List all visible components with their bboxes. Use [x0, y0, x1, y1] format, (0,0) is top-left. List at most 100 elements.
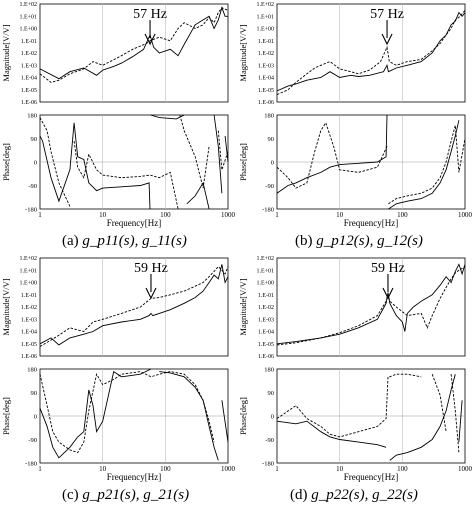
magnitude-plot-frame [39, 3, 229, 103]
frequency-tick-label: 1 [38, 465, 42, 473]
x-axis-label: Frequency[Hz] [344, 218, 398, 228]
resonance-label: 57 Hz [133, 7, 167, 22]
magnitude-tick-label: 1.E-03 [258, 317, 274, 323]
magnitude-tick-label: 1.E-06 [258, 100, 274, 106]
magnitude-series-solid [276, 11, 466, 92]
caption-b-letter: (b) [295, 233, 313, 249]
resonance-arrow-head [144, 33, 156, 46]
phase-tick-label: 0 [271, 414, 274, 421]
frequency-tick-label: 100 [160, 465, 171, 473]
resonance-label: 57 Hz [370, 7, 404, 22]
caption-a-letter: (a) [62, 233, 79, 249]
phase-axis-label: Phase[deg] [238, 143, 248, 181]
magnitude-tick-label: 1.E+01 [19, 14, 37, 20]
phase-tick-label: 180 [264, 367, 274, 374]
magnitude-tick-label: 1.E-02 [21, 305, 37, 311]
magnitude-tick-label: 1.E-01 [258, 293, 274, 299]
magnitude-tick-label: 1.E-03 [258, 63, 274, 69]
magnitude-series-dashed [39, 7, 229, 83]
caption-d: (d) g_p22(s), g_22(s) [290, 487, 418, 504]
phase-tick-label: 180 [264, 113, 274, 120]
phase-tick-label: 90 [268, 136, 275, 143]
caption-a-formula: g_p11(s), g_11(s) [82, 233, 187, 249]
frequency-tick-label: 100 [397, 465, 408, 473]
magnitude-tick-label: 1.E+02 [256, 256, 274, 262]
phase-series-dashed [276, 121, 466, 205]
magnitude-tick-label: 1.E+01 [256, 268, 274, 274]
resonance-arrow-head [381, 33, 393, 46]
magnitude-tick-label: 1.E+02 [19, 2, 37, 8]
phase-axis-label: Phase[deg] [1, 143, 11, 181]
frequency-tick-label: 1000 [458, 211, 473, 219]
frequency-tick-label: 1 [275, 211, 279, 219]
magnitude-tick-label: 1.E+00 [19, 281, 37, 287]
phase-tick-label: -90 [28, 183, 37, 190]
magnitude-series-solid [39, 6, 228, 80]
magnitude-tick-label: 1.E+01 [256, 14, 274, 20]
magnitude-tick-label: 1.E-03 [21, 63, 37, 69]
frequency-tick-label: 10 [99, 211, 107, 219]
frequency-tick-label: 1 [275, 465, 279, 473]
magnitude-axis-label: Magnitude[V/V] [1, 24, 11, 81]
caption-c-formula: g_p21(s), g_21(s) [82, 487, 190, 503]
magnitude-tick-label: 1.E-01 [21, 39, 37, 45]
panel-d: 1.E-06 1.E-05 1.E-04 1.E-03 1.E-02 1.E-01 1.E+… [238, 256, 473, 482]
panel-c: 1.E-06 1.E-05 1.E-04 1.E-03 1.E-02 1.E-01 1.E+… [1, 256, 236, 482]
x-axis-label: Frequency[Hz] [344, 472, 398, 482]
magnitude-tick-label: 1.E-02 [258, 51, 274, 57]
magnitude-plot-frame [276, 257, 466, 357]
caption-b: (b) g_p12(s), g_12(s) [295, 233, 423, 250]
phase-series-dashed [40, 372, 228, 453]
magnitude-axis-label: Magnitude[V/V] [238, 24, 248, 81]
magnitude-tick-label: 1.E-05 [21, 342, 37, 348]
phase-tick-label: -180 [25, 461, 37, 468]
phase-series-solid [39, 114, 229, 210]
magnitude-plot-frame [39, 257, 229, 357]
magnitude-tick-label: 1.E-06 [258, 354, 274, 360]
frequency-tick-label: 10 [336, 211, 344, 219]
magnitude-tick-label: 1.E-06 [21, 354, 37, 360]
magnitude-tick-label: 1.E+01 [19, 268, 37, 274]
magnitude-tick-label: 1.E-04 [258, 76, 274, 82]
resonance-label: 59 Hz [371, 261, 405, 276]
panel-b: 1.E-06 1.E-05 1.E-04 1.E-03 1.E-02 1.E-01 1.E+… [238, 2, 473, 228]
magnitude-tick-label: 1.E-03 [21, 317, 37, 323]
resonance-arrow-head [382, 287, 394, 300]
x-axis-label: Frequency[Hz] [107, 472, 161, 482]
magnitude-tick-label: 1.E+00 [256, 281, 274, 287]
phase-tick-label: 0 [34, 414, 37, 421]
magnitude-series-dashed [39, 265, 229, 347]
frequency-tick-label: 10 [99, 465, 107, 473]
frequency-tick-label: 1000 [221, 211, 236, 219]
phase-tick-label: -180 [262, 207, 274, 214]
magnitude-tick-label: 1.E-04 [258, 330, 274, 336]
magnitude-tick-label: 1.E-06 [21, 100, 37, 106]
magnitude-tick-label: 1.E+02 [256, 2, 274, 8]
magnitude-tick-label: 1.E-04 [21, 330, 37, 336]
frequency-tick-label: 1000 [458, 465, 473, 473]
magnitude-tick-label: 1.E-01 [258, 39, 274, 45]
phase-tick-label: -180 [262, 461, 274, 468]
phase-series-dashed [277, 374, 465, 452]
caption-b-formula: g_p12(s), g_12(s) [316, 233, 423, 249]
magnitude-tick-label: 1.E+02 [19, 256, 37, 262]
phase-series-dashed [39, 114, 229, 210]
frequency-tick-label: 100 [160, 211, 171, 219]
phase-tick-label: -90 [28, 437, 37, 444]
phase-axis-label: Phase[deg] [238, 397, 248, 435]
magnitude-tick-label: 1.E+00 [19, 27, 37, 33]
caption-d-letter: (d) [290, 487, 308, 503]
caption-a: (a) g_p11(s), g_11(s) [62, 233, 187, 250]
magnitude-tick-label: 1.E-02 [21, 51, 37, 57]
magnitude-axis-label: Magnitude[V/V] [1, 278, 11, 335]
frequency-tick-label: 100 [397, 211, 408, 219]
phase-tick-label: 90 [31, 136, 38, 143]
magnitude-tick-label: 1.E-04 [21, 76, 37, 82]
phase-tick-label: 90 [268, 390, 275, 397]
magnitude-tick-label: 1.E-02 [258, 305, 274, 311]
resonance-label: 59 Hz [134, 261, 168, 276]
magnitude-tick-label: 1.E-05 [258, 88, 274, 94]
phase-tick-label: -90 [265, 437, 274, 444]
frequency-tick-label: 10 [336, 465, 344, 473]
